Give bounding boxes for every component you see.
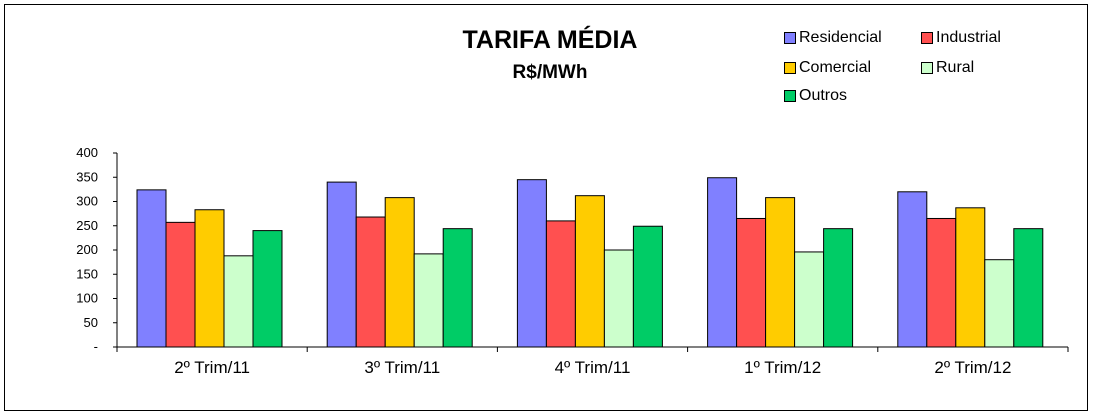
bar-rural-1 bbox=[413, 253, 444, 348]
bar-comercial-1 bbox=[384, 197, 415, 348]
y-tick-label: 50 bbox=[84, 315, 98, 330]
bar-outros-0 bbox=[252, 230, 283, 348]
x-tick-label: 2º Trim/12 bbox=[934, 358, 1011, 377]
y-tick-label: 150 bbox=[76, 266, 98, 281]
legend-item-rural: Rural bbox=[921, 59, 974, 77]
x-tick-label: 2º Trim/11 bbox=[174, 358, 250, 377]
legend-item-residencial: Residencial bbox=[784, 29, 882, 47]
bar-residencial-3 bbox=[707, 177, 738, 348]
bar-rural-4 bbox=[984, 259, 1015, 348]
bar-residencial-2 bbox=[516, 179, 547, 348]
bar-industrial-4 bbox=[926, 217, 957, 348]
bar-industrial-1 bbox=[355, 216, 386, 348]
bar-comercial-3 bbox=[765, 197, 796, 348]
legend-swatch-rural bbox=[921, 62, 933, 74]
chart-title: TARIFA MÉDIA bbox=[462, 26, 638, 54]
bar-residencial-4 bbox=[897, 191, 928, 348]
x-tick-label: 3º Trim/11 bbox=[364, 358, 440, 377]
bar-industrial-0 bbox=[165, 221, 196, 348]
legend-label-outros: Outros bbox=[799, 87, 848, 104]
bar-comercial-0 bbox=[194, 209, 225, 348]
bar-residencial-1 bbox=[326, 181, 357, 348]
legend-item-comercial: Comercial bbox=[784, 59, 871, 77]
bar-comercial-2 bbox=[574, 195, 605, 348]
legend-label-comercial: Comercial bbox=[799, 59, 872, 76]
legend-label-industrial: Industrial bbox=[936, 29, 1001, 46]
bar-outros-2 bbox=[632, 225, 663, 348]
y-tick-label: 250 bbox=[76, 218, 98, 233]
y-tick-label: 400 bbox=[76, 145, 98, 160]
x-tick-label: 1º Trim/12 bbox=[744, 358, 821, 377]
bar-comercial-4 bbox=[955, 207, 986, 348]
y-tick-label: 350 bbox=[76, 169, 98, 184]
legend-swatch-residencial bbox=[784, 32, 796, 44]
legend-swatch-outros bbox=[784, 90, 796, 102]
legend-swatch-comercial bbox=[784, 62, 796, 74]
legend-item-industrial: Industrial bbox=[921, 29, 1001, 47]
bar-outros-4 bbox=[1013, 228, 1044, 348]
bar-outros-1 bbox=[442, 228, 473, 348]
y-tick-label: - bbox=[94, 339, 98, 354]
x-tick-label: 4º Trim/11 bbox=[555, 358, 631, 377]
y-tick-label: 100 bbox=[76, 291, 98, 306]
bar-rural-3 bbox=[794, 251, 825, 348]
bar-industrial-2 bbox=[545, 220, 576, 348]
legend-swatch-industrial bbox=[921, 32, 933, 44]
bar-industrial-3 bbox=[736, 217, 767, 348]
y-tick-label: 200 bbox=[76, 242, 98, 257]
bar-rural-2 bbox=[603, 249, 634, 348]
legend-item-outros: Outros bbox=[784, 87, 847, 105]
bar-rural-0 bbox=[223, 255, 254, 348]
y-tick-label: 300 bbox=[76, 194, 98, 209]
bar-residencial-0 bbox=[136, 189, 167, 348]
legend-label-residencial: Residencial bbox=[799, 29, 882, 46]
bar-outros-3 bbox=[823, 228, 854, 348]
chart-subtitle: R$/MWh bbox=[512, 62, 588, 83]
legend-label-rural: Rural bbox=[936, 59, 975, 76]
